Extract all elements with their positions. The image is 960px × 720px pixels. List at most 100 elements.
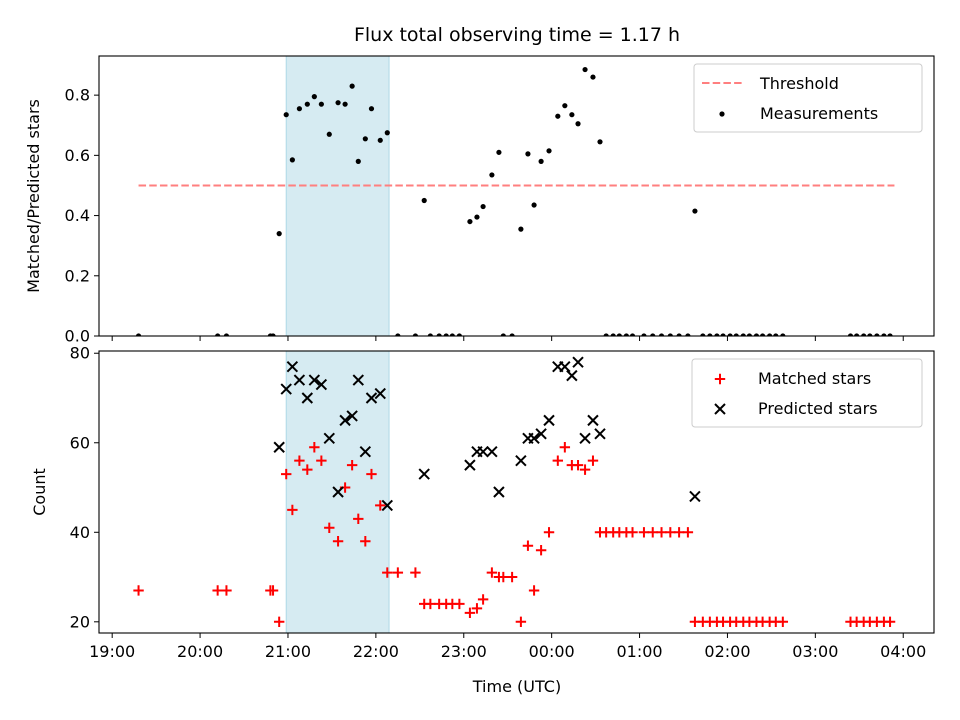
axes-frame <box>98 350 935 634</box>
data-point <box>692 208 698 214</box>
data-point <box>355 158 361 164</box>
y-axis-title: Matched/Predicted stars <box>24 99 43 293</box>
legend-label: Measurements <box>760 104 878 123</box>
data-point <box>366 468 377 480</box>
data-point <box>874 333 880 336</box>
data-point <box>436 333 442 336</box>
data-point <box>575 121 581 127</box>
data-point <box>531 202 537 208</box>
data-point <box>720 333 726 336</box>
data-point <box>477 594 489 605</box>
data-point <box>486 446 498 458</box>
data-point <box>627 527 638 538</box>
data-point <box>587 455 599 466</box>
data-point <box>326 131 332 137</box>
series-dot <box>135 66 893 336</box>
y-tick-label: 40 <box>70 523 90 542</box>
legend: Matched stars Predicted stars <box>691 358 923 428</box>
data-point <box>780 333 786 336</box>
data-point <box>616 333 622 336</box>
data-point <box>359 446 372 458</box>
data-point <box>281 468 292 480</box>
data-point <box>332 536 344 547</box>
data-point <box>538 158 544 164</box>
data-point <box>847 333 854 336</box>
data-points <box>135 66 893 336</box>
y-tick-label: 0.2 <box>65 266 90 285</box>
data-point <box>374 387 386 400</box>
data-point <box>311 94 317 100</box>
data-point <box>489 172 495 178</box>
data-point <box>304 101 310 107</box>
data-point <box>543 527 555 538</box>
data-point <box>392 567 404 578</box>
legend-marker <box>719 111 725 117</box>
data-point <box>673 527 685 538</box>
legend-label: Threshold <box>759 74 839 93</box>
data-point <box>296 106 302 112</box>
y-tick-label: 0.6 <box>65 146 90 165</box>
data-point <box>887 333 893 336</box>
x-tick-label: 01:00 <box>616 642 662 661</box>
x-tick-label: 19:00 <box>89 642 135 661</box>
data-point <box>559 442 571 453</box>
data-point <box>647 527 658 538</box>
data-point <box>518 226 524 232</box>
data-point <box>449 333 455 336</box>
x-tick-label: 04:00 <box>880 642 926 661</box>
data-point <box>301 392 314 404</box>
data-point <box>881 333 887 336</box>
data-point <box>395 333 401 336</box>
data-point <box>676 333 682 336</box>
data-point <box>543 414 555 427</box>
data-point <box>382 567 393 578</box>
x-tick-label: 21:00 <box>265 642 311 661</box>
data-point <box>276 231 282 237</box>
data-point <box>582 66 588 73</box>
data-point <box>528 585 540 596</box>
data-point <box>572 459 584 471</box>
series-plus <box>133 442 896 628</box>
data-point <box>760 333 766 336</box>
data-point <box>597 139 603 145</box>
data-point <box>579 432 591 444</box>
data-point <box>727 333 733 336</box>
data-point <box>133 585 144 596</box>
data-point <box>569 112 575 118</box>
data-point <box>552 455 564 466</box>
y-tick-label: 0.8 <box>65 86 90 105</box>
data-point <box>658 333 665 336</box>
data-point <box>339 414 351 427</box>
data-point <box>685 333 691 336</box>
data-point <box>559 360 571 373</box>
data-points <box>133 356 896 628</box>
data-point <box>273 441 285 453</box>
data-point <box>773 333 779 336</box>
data-point <box>610 333 616 336</box>
data-point <box>223 333 230 336</box>
data-point <box>464 459 476 471</box>
data-point <box>464 607 476 619</box>
legend-marker <box>714 403 726 415</box>
data-point <box>656 527 667 538</box>
data-point <box>289 157 295 163</box>
data-point <box>283 112 289 118</box>
data-point <box>293 374 306 386</box>
data-point <box>342 101 348 107</box>
legend: Threshold Measurements <box>693 63 923 133</box>
y-tick-label: 20 <box>70 612 90 631</box>
data-point <box>353 513 364 525</box>
data-point <box>377 137 383 143</box>
data-point <box>562 103 568 109</box>
data-point <box>603 333 609 336</box>
series-x <box>273 356 701 512</box>
data-point <box>381 499 394 512</box>
data-point <box>509 333 515 336</box>
data-point <box>555 113 561 119</box>
data-point <box>667 333 673 336</box>
data-point <box>421 197 427 204</box>
data-point <box>280 383 292 395</box>
data-point <box>707 333 713 336</box>
data-point <box>733 333 739 336</box>
legend-box <box>691 358 923 428</box>
